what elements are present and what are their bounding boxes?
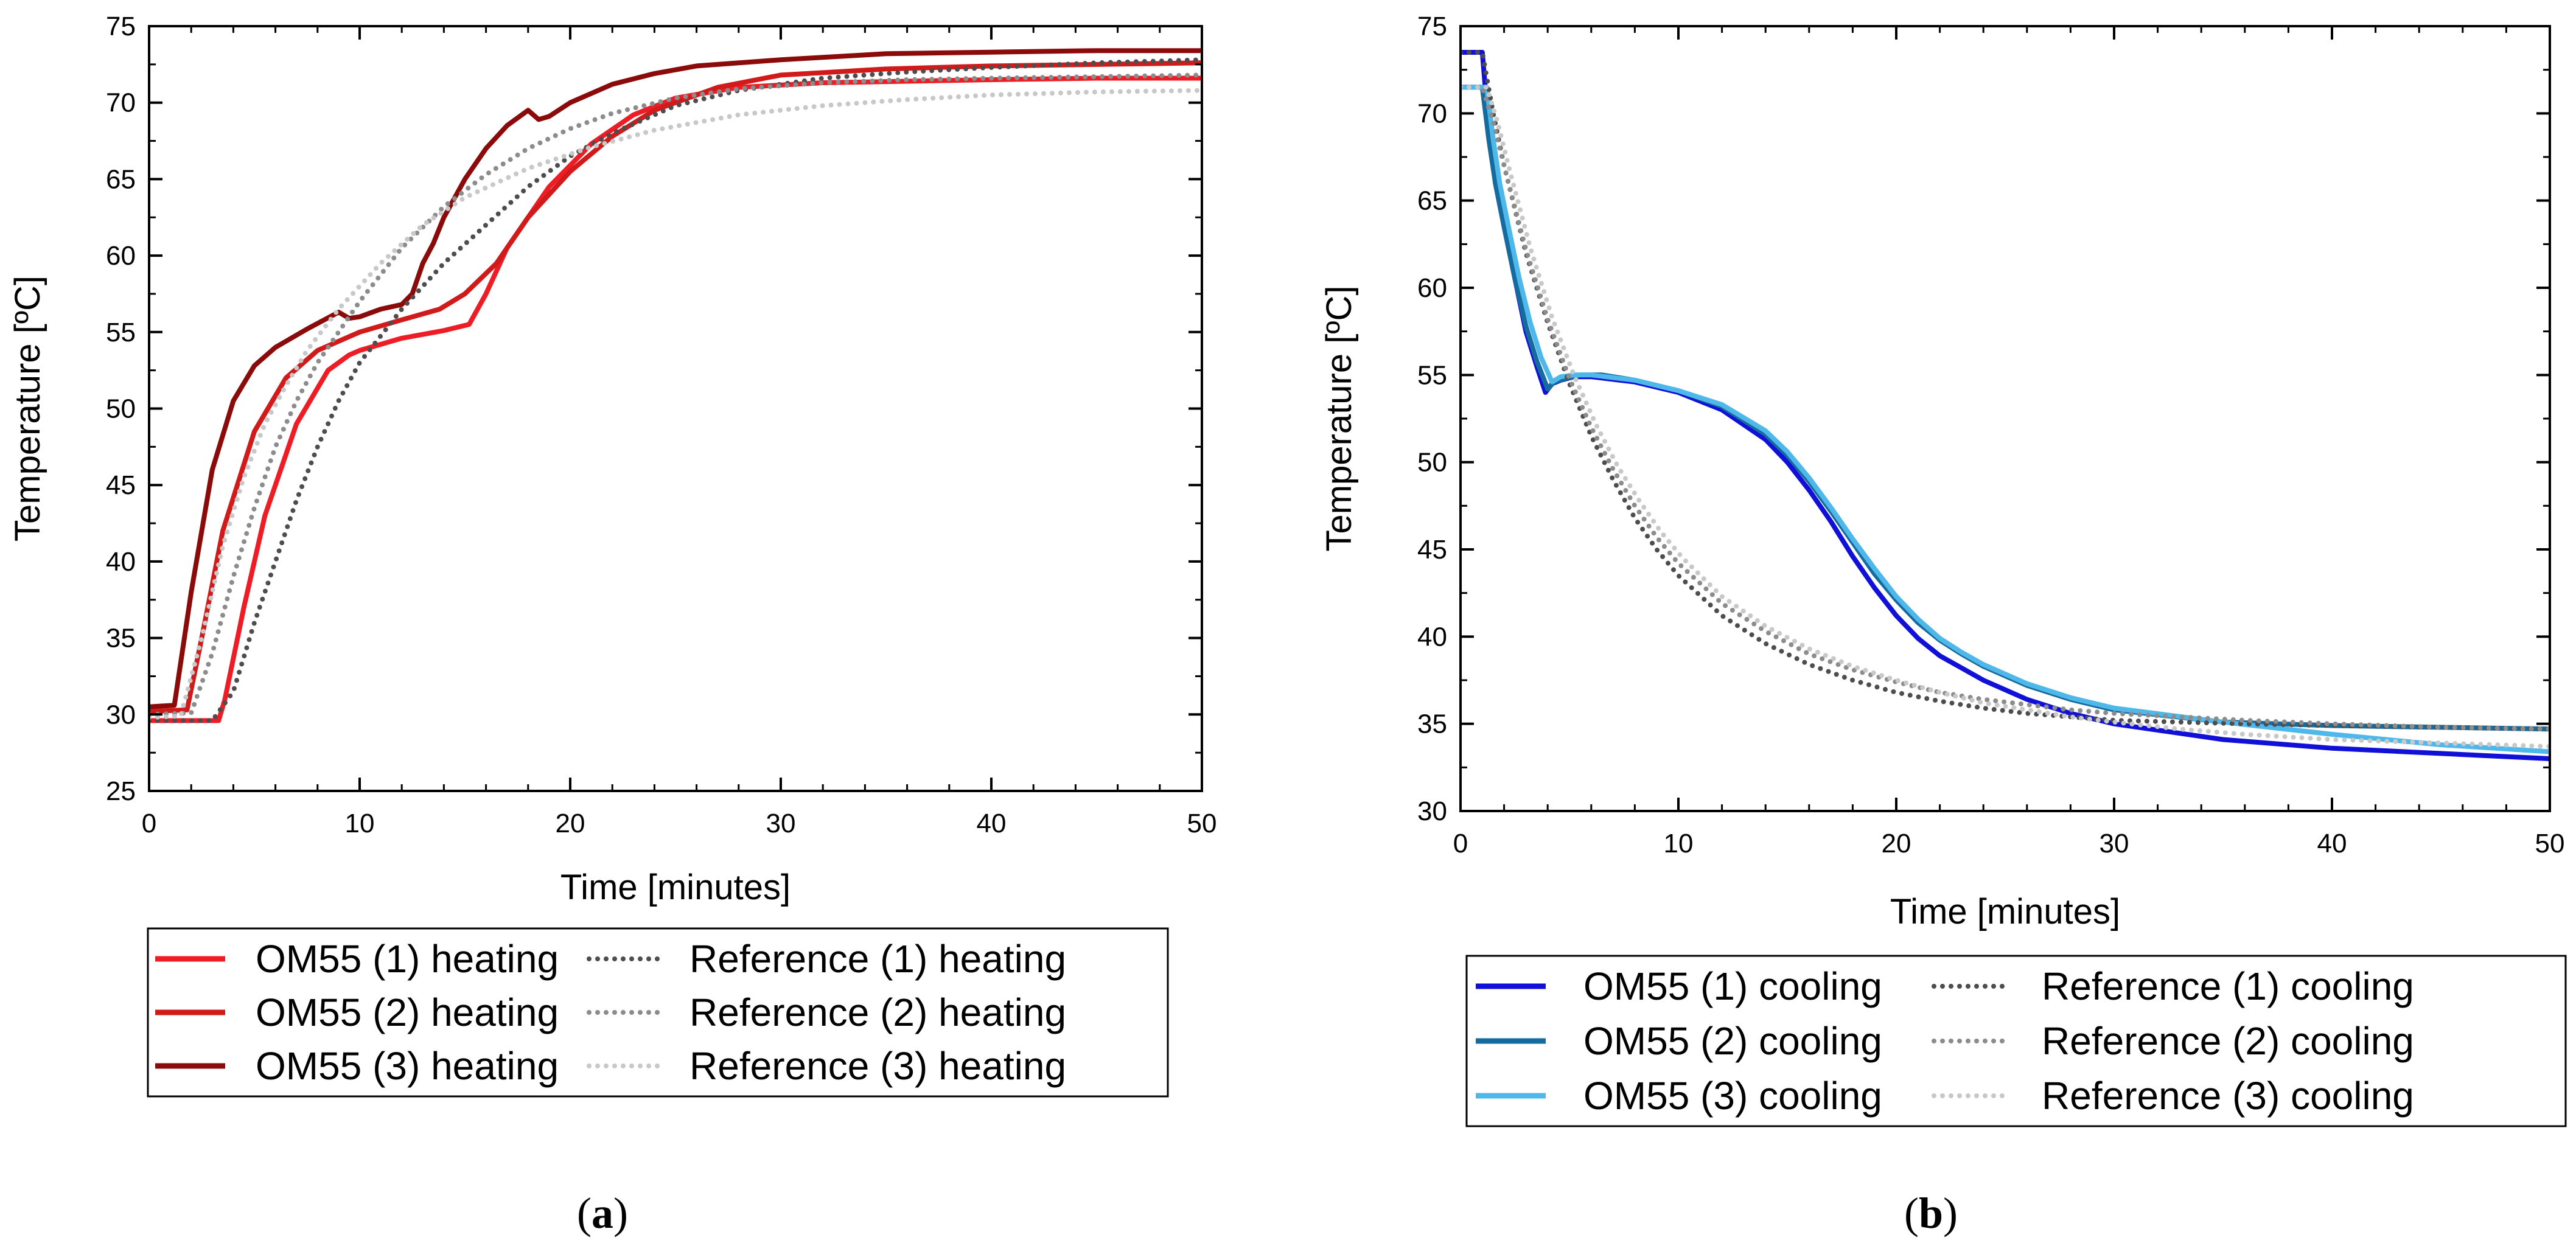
y-tick-label: 50 (1417, 448, 1447, 478)
x-tick-label: 50 (1187, 809, 1217, 838)
legend-label: Reference (1) heating (689, 937, 1066, 981)
y-tick-label: 75 (106, 12, 136, 41)
panel-caption-letter: b (1919, 1189, 1943, 1238)
y-tick-label: 45 (106, 470, 136, 500)
y-tick-label: 70 (106, 88, 136, 118)
x-tick-label: 30 (2100, 829, 2129, 858)
y-tick-label: 65 (106, 164, 136, 194)
series-line-2 (149, 60, 1202, 714)
y-axis-title: Temperature [ºC] (1319, 285, 1359, 551)
panel-caption: (a) (577, 1189, 628, 1238)
series-line-6 (149, 88, 1202, 720)
legend-label: OM55 (3) heating (256, 1044, 559, 1088)
x-tick-label: 0 (1453, 829, 1468, 858)
x-tick-label: 50 (2535, 829, 2565, 858)
chart-panel-a: 0 10 20 30 40 50 25 30 35 40 45 50 55 60 65 70 75 Time [m… (8, 12, 1216, 1238)
legend-label: OM55 (1) cooling (1583, 964, 1882, 1008)
panel-caption: (b) (1904, 1189, 1958, 1238)
series-line-6 (1461, 85, 2550, 749)
legend-label: Reference (3) heating (689, 1044, 1066, 1088)
y-tick-label: 35 (1417, 709, 1447, 739)
panel-caption-letter: a (592, 1189, 613, 1238)
series-line-5 (149, 72, 1202, 717)
series-line-3 (1461, 85, 2550, 754)
x-axis-title: Time [minutes] (560, 868, 791, 907)
y-tick-label: 60 (1417, 273, 1447, 303)
y-tick-label: 50 (106, 394, 136, 424)
plot-frame (1459, 25, 2551, 812)
y-tick-label: 55 (1417, 360, 1447, 390)
series-line-1 (1461, 50, 2550, 761)
legend-label: Reference (3) cooling (2042, 1074, 2414, 1118)
y-tick-label: 70 (1417, 99, 1447, 128)
panel-caption-paren: ) (1943, 1189, 1958, 1238)
y-axis-title: Temperature [ºC] (8, 276, 47, 541)
panel-caption-paren: ) (613, 1189, 628, 1238)
x-tick-label: 10 (1664, 829, 1694, 858)
x-tick-label: 40 (977, 809, 1007, 838)
series-line-4 (1461, 50, 2550, 732)
x-tick-label: 20 (1882, 829, 1911, 858)
y-tick-label: 65 (1417, 186, 1447, 216)
y-tick-label: 35 (106, 624, 136, 653)
y-tick-label: 75 (1417, 12, 1447, 41)
legend-box (1465, 955, 2567, 1127)
legend-label: Reference (1) cooling (2042, 964, 2414, 1008)
panel-caption-paren: ( (577, 1189, 592, 1238)
chart-panel-b: 0 10 20 30 40 50 30 35 40 45 50 55 60 65 70 75 Time [min… (1319, 12, 2567, 1238)
series-line-4 (149, 57, 1202, 723)
y-tick-label: 40 (1417, 622, 1447, 652)
series-group (149, 48, 1202, 723)
legend-label: OM55 (2) heating (256, 991, 559, 1034)
y-tick-label: 55 (106, 318, 136, 347)
series-line-3 (149, 48, 1202, 709)
series-line-2 (1461, 85, 2550, 732)
legend-label: OM55 (1) heating (256, 937, 559, 981)
x-tick-label: 10 (345, 809, 375, 838)
y-tick-label: 60 (106, 241, 136, 271)
legend-label: Reference (2) cooling (2042, 1019, 2414, 1063)
legend-label: OM55 (2) cooling (1583, 1019, 1882, 1063)
panel-caption-paren: ( (1904, 1189, 1919, 1238)
x-tick-label: 0 (142, 809, 156, 838)
x-axis-title: Time [minutes] (1890, 892, 2120, 931)
x-tick-label: 20 (556, 809, 585, 838)
series-group (1461, 50, 2550, 761)
y-tick-label: 40 (106, 547, 136, 577)
y-tick-label: 25 (106, 776, 136, 806)
series-line-5 (1461, 85, 2550, 732)
series-line-1 (149, 75, 1202, 723)
x-tick-label: 40 (2317, 829, 2347, 858)
y-tick-label: 30 (106, 700, 136, 729)
y-tick-label: 45 (1417, 535, 1447, 565)
legend-label: Reference (2) heating (689, 991, 1066, 1034)
x-tick-label: 30 (766, 809, 796, 838)
legend-label: OM55 (3) cooling (1583, 1074, 1882, 1118)
y-tick-label: 30 (1417, 796, 1447, 826)
